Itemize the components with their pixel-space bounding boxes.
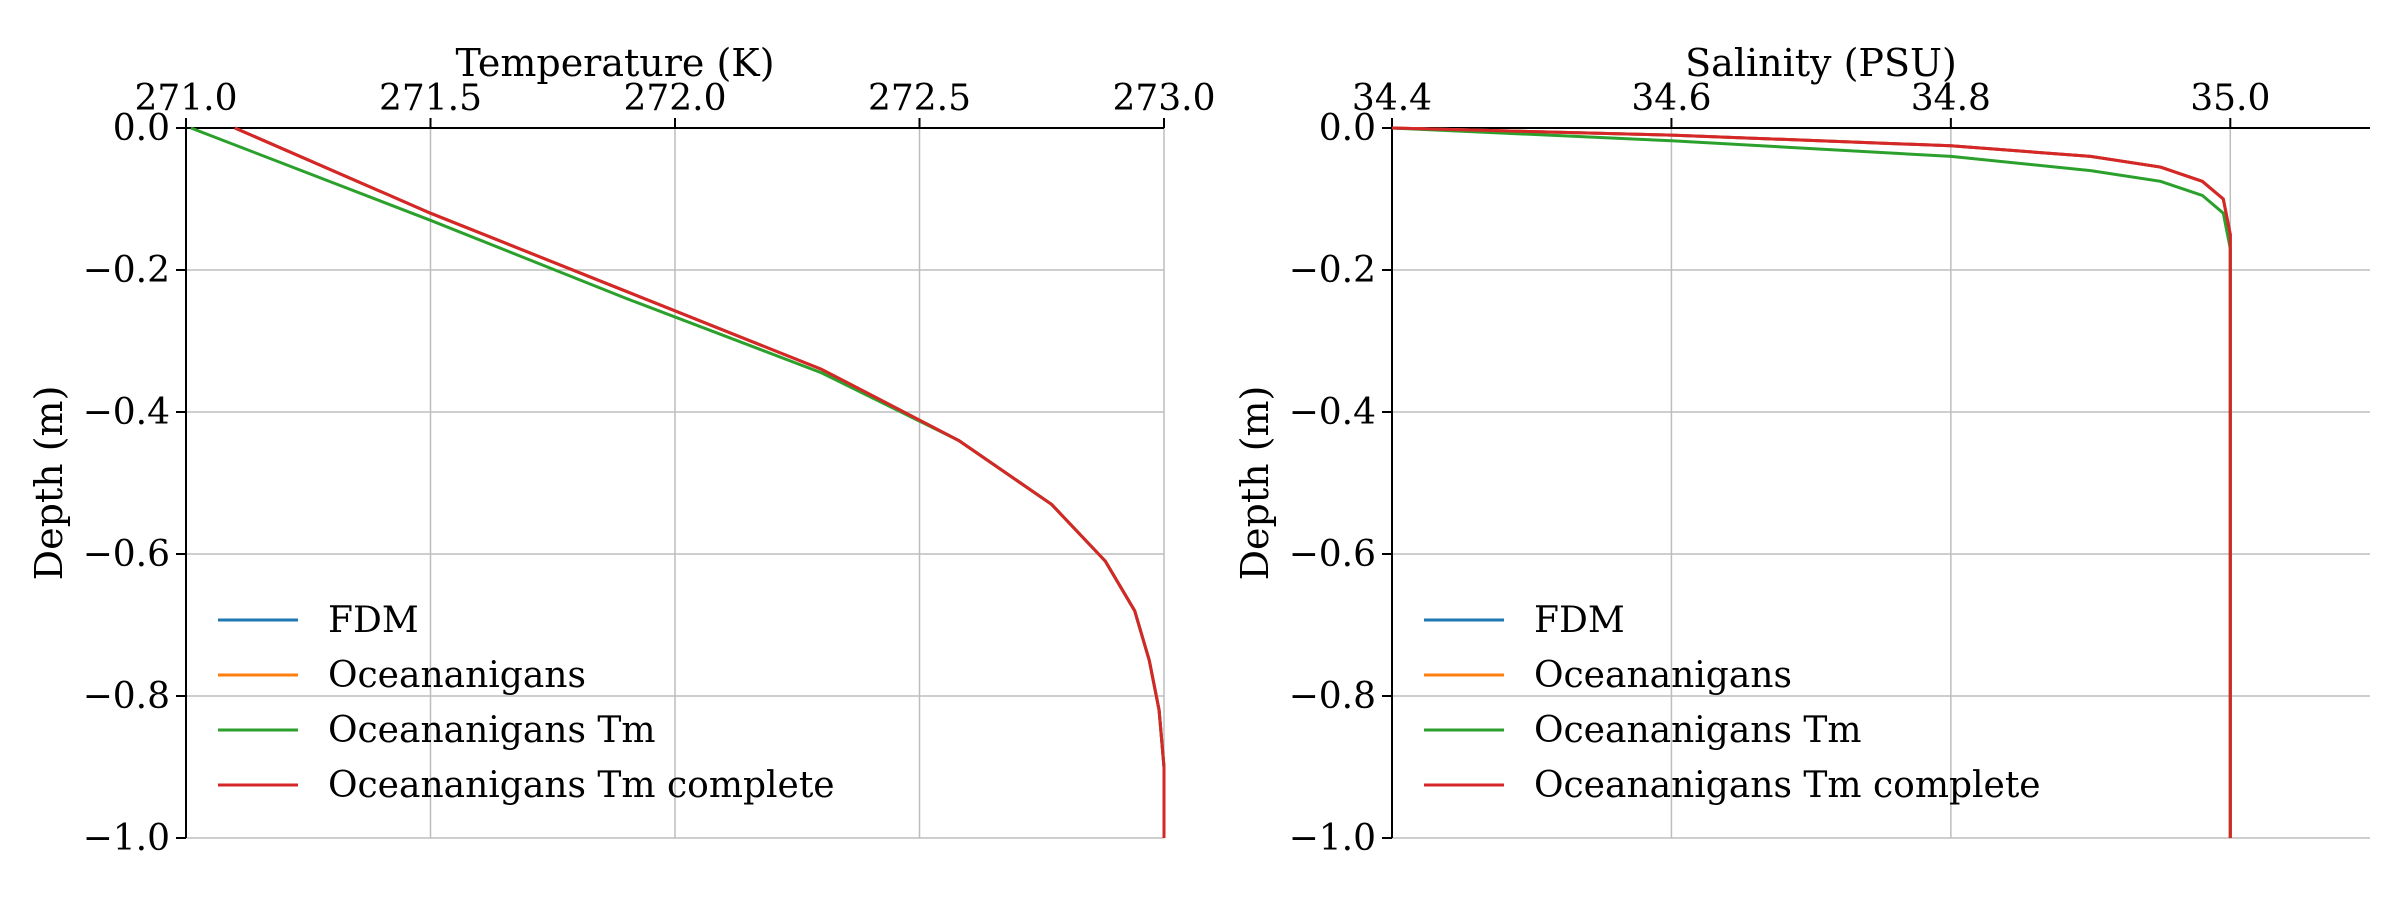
y-tick-label: 0.0 (113, 108, 170, 149)
panel-2: 34.4 34.6 34.8 35.0 0.0 −0.2 −0.4 −0.6 −0.8 −1.0 S… (1233, 41, 2370, 859)
legend-label: Oceananigans Tm complete (1534, 765, 2041, 806)
y-tick-label: −0.8 (1289, 676, 1376, 717)
legend-label: Oceananigans (328, 655, 586, 696)
legend-label: Oceananigans Tm (328, 710, 656, 751)
y-tick-label: −0.4 (83, 392, 170, 433)
y-tick-label: −0.2 (83, 250, 170, 291)
x-tick-label: 272.0 (623, 78, 726, 119)
x-tick-label: 271.5 (379, 78, 482, 119)
legend-label: Oceananigans (1534, 655, 1792, 696)
y-tick-label: −0.8 (83, 676, 170, 717)
x-tick-label: 272.5 (868, 78, 971, 119)
series-line-oceananigans-tm (1391, 126, 2232, 838)
series-line-oceananigans-tm-complete (1391, 126, 2232, 838)
x-tick-label: 34.6 (1631, 78, 1711, 119)
x-tick-label: 273.0 (1112, 78, 1215, 119)
legend-label: Oceananigans Tm (1534, 710, 1862, 751)
y-tick-label: −0.4 (1289, 392, 1376, 433)
legend: FDM Oceananigans Oceananigans Tm Oceananiga… (1424, 600, 2041, 806)
x-tick-label: 35.0 (2190, 78, 2270, 119)
y-tick-label: −1.0 (1289, 818, 1376, 859)
legend-label: Oceananigans Tm complete (328, 765, 835, 806)
legend: FDM Oceananigans Oceananigans Tm Oceananiga… (218, 600, 835, 806)
y-tick-label: 0.0 (1319, 108, 1376, 149)
y-axis-title: Depth (m) (27, 386, 71, 581)
x-axis-title: Temperature (K) (455, 41, 774, 85)
legend-label: FDM (328, 600, 419, 641)
x-axis-title: Salinity (PSU) (1685, 41, 1957, 85)
series-line-oceananigans-tm-complete (234, 126, 1166, 838)
y-tick-label: −0.6 (83, 534, 170, 575)
y-tick-label: −0.6 (1289, 534, 1376, 575)
legend-label: FDM (1534, 600, 1625, 641)
x-tick-label: 271.0 (134, 78, 237, 119)
x-tick-label: 34.8 (1911, 78, 1991, 119)
y-tick-label: −0.2 (1289, 250, 1376, 291)
panel-1: 271.0 271.5 272.0 272.5 273.0 0.0 −0.2 −0.4 −0.6… (27, 41, 1216, 859)
x-tick-label: 34.4 (1352, 78, 1432, 119)
y-tick-label: −1.0 (83, 818, 170, 859)
y-axis-title: Depth (m) (1233, 386, 1277, 581)
